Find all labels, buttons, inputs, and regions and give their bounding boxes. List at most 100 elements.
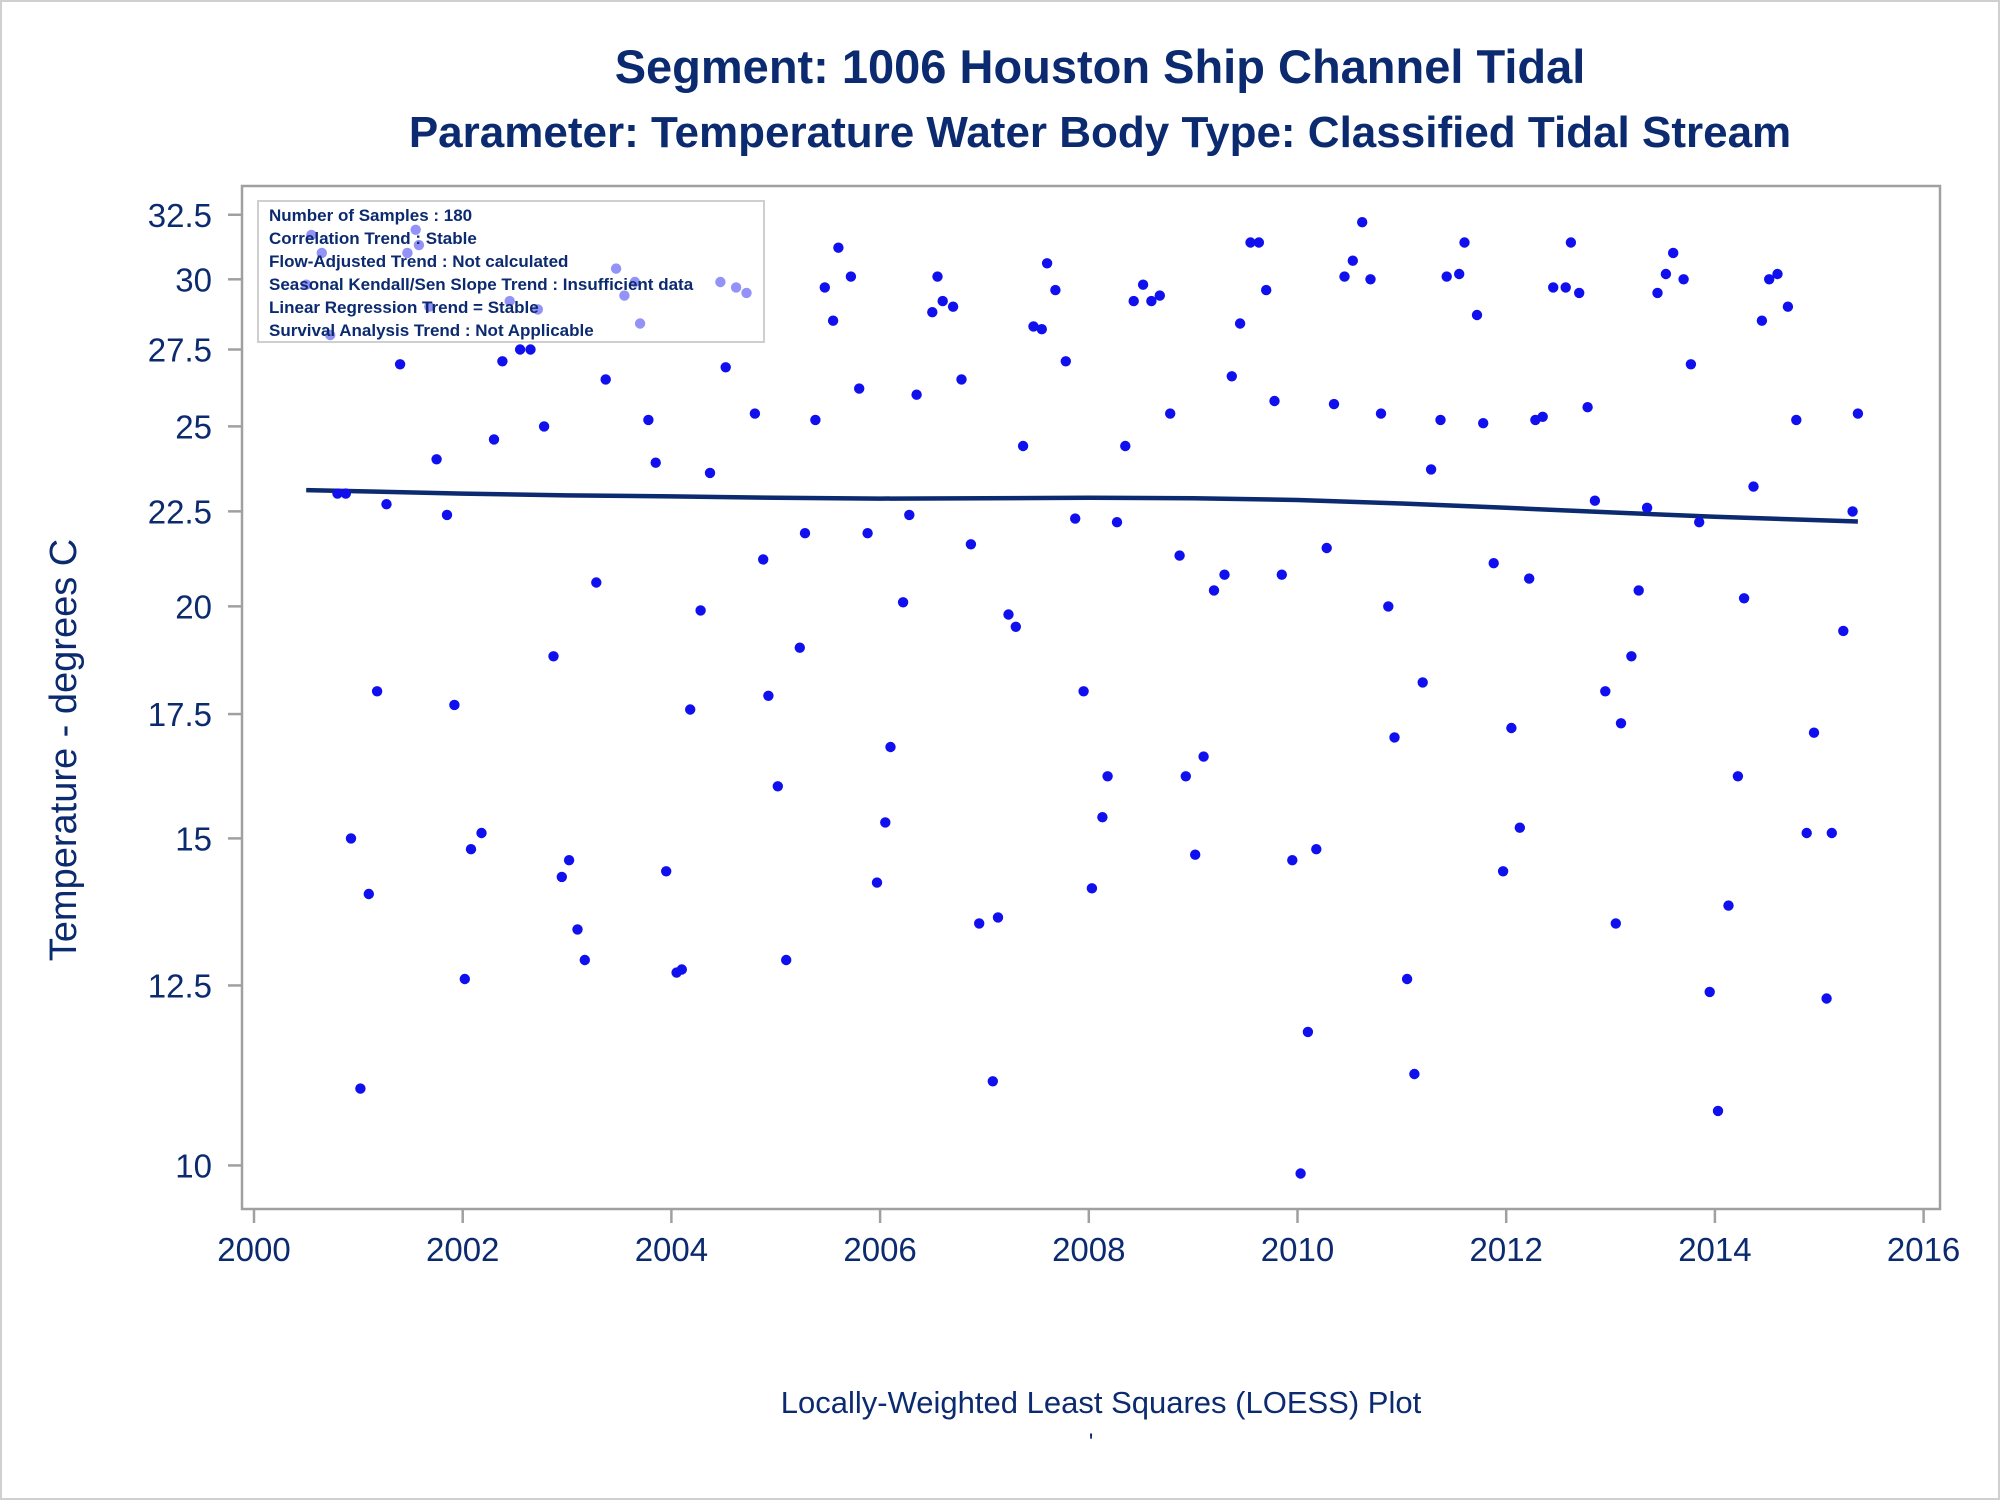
data-point — [992, 912, 1004, 923]
chart-title: Segment: 1006 Houston Ship Channel Tidal — [615, 40, 1586, 93]
data-point — [548, 651, 559, 662]
data-point — [911, 389, 922, 400]
data-point — [1425, 464, 1437, 475]
data-point — [1086, 883, 1098, 894]
data-point — [1694, 517, 1705, 528]
data-point — [897, 597, 909, 608]
y-tick-label: 17.5 — [148, 696, 212, 733]
data-point — [1441, 271, 1452, 282]
data-point — [1748, 481, 1759, 492]
stats-box: Number of Samples : 180 Correlation Tren… — [257, 200, 765, 343]
x-tick-label: 2004 — [635, 1231, 708, 1268]
data-point — [1582, 402, 1593, 413]
data-point — [1548, 282, 1559, 293]
data-point — [1401, 973, 1413, 985]
data-point — [1198, 751, 1209, 762]
data-point — [1097, 812, 1108, 823]
data-point — [591, 577, 602, 588]
data-point — [772, 781, 783, 792]
data-point — [340, 488, 351, 499]
data-point — [794, 642, 805, 653]
data-point — [1459, 237, 1470, 248]
footnote-mark: ' — [1089, 1429, 1094, 1456]
data-point — [1738, 593, 1750, 604]
data-point — [1180, 771, 1192, 782]
data-point — [643, 414, 654, 426]
data-point — [441, 509, 453, 521]
chart-footnote: Locally-Weighted Least Squares (LOESS) P… — [781, 1385, 1422, 1420]
data-point — [1174, 550, 1185, 561]
data-point — [381, 499, 392, 510]
data-point — [1311, 844, 1322, 855]
data-point — [749, 408, 761, 419]
data-point — [904, 509, 915, 521]
data-point — [1626, 651, 1637, 662]
x-tick-label: 2002 — [426, 1231, 499, 1268]
data-point — [1852, 408, 1864, 419]
data-point — [525, 344, 536, 355]
data-point — [827, 315, 839, 326]
data-point — [459, 973, 470, 985]
stats-line-correlation: Correlation Trend : Stable — [269, 229, 477, 248]
data-point — [810, 414, 821, 426]
scatter-points — [301, 217, 1864, 1179]
data-point — [1838, 625, 1849, 637]
data-point — [1712, 1105, 1724, 1117]
data-point — [932, 271, 943, 282]
data-point — [880, 817, 891, 828]
y-tick-label: 20 — [175, 588, 212, 625]
data-point — [579, 954, 590, 966]
y-axis-label: Temperature - degrees C — [43, 539, 85, 961]
y-tick-label: 10 — [175, 1147, 212, 1184]
data-point — [1772, 268, 1783, 280]
data-point — [431, 454, 442, 465]
data-point — [1389, 732, 1400, 743]
data-point — [1723, 900, 1734, 911]
data-point — [1269, 395, 1280, 407]
data-point — [1615, 718, 1627, 729]
data-point — [1060, 356, 1072, 367]
data-point — [1782, 301, 1794, 312]
y-tick-label: 27.5 — [148, 331, 212, 368]
stats-line-linear-regression: Linear Regression Trend = Stable — [269, 298, 539, 317]
data-point — [956, 374, 967, 385]
data-point — [1003, 609, 1014, 620]
data-point — [695, 605, 706, 616]
data-point — [1756, 315, 1768, 326]
data-point — [758, 554, 769, 565]
data-point — [1589, 495, 1601, 506]
data-point — [1245, 237, 1256, 248]
data-point — [1234, 318, 1246, 329]
data-point — [799, 528, 811, 539]
chart-subtitle: Parameter: Temperature Water Body Type: … — [409, 108, 1791, 157]
data-point — [1302, 1026, 1314, 1038]
data-point — [563, 855, 575, 866]
data-point — [1347, 255, 1359, 266]
x-tick-label: 2006 — [843, 1231, 916, 1268]
data-point — [862, 528, 873, 539]
data-point — [1633, 585, 1644, 596]
data-point — [1357, 217, 1368, 228]
data-point — [819, 282, 830, 293]
data-point — [1208, 585, 1220, 596]
data-point — [1276, 569, 1288, 580]
data-point — [371, 686, 383, 697]
data-point — [538, 421, 550, 432]
y-tick-label: 22.5 — [148, 493, 212, 530]
data-point — [1514, 822, 1526, 833]
data-point — [572, 924, 583, 935]
data-point — [1417, 677, 1428, 688]
data-point — [465, 844, 477, 855]
data-point — [1070, 513, 1081, 524]
data-point — [1704, 986, 1715, 998]
data-point — [1339, 271, 1350, 282]
data-point — [1732, 771, 1744, 782]
data-point — [1154, 290, 1166, 301]
data-point — [845, 271, 857, 282]
data-point — [1826, 827, 1838, 839]
data-point — [449, 699, 460, 711]
stats-box-border — [257, 200, 765, 343]
data-point — [1435, 414, 1446, 426]
data-point — [1146, 295, 1157, 307]
